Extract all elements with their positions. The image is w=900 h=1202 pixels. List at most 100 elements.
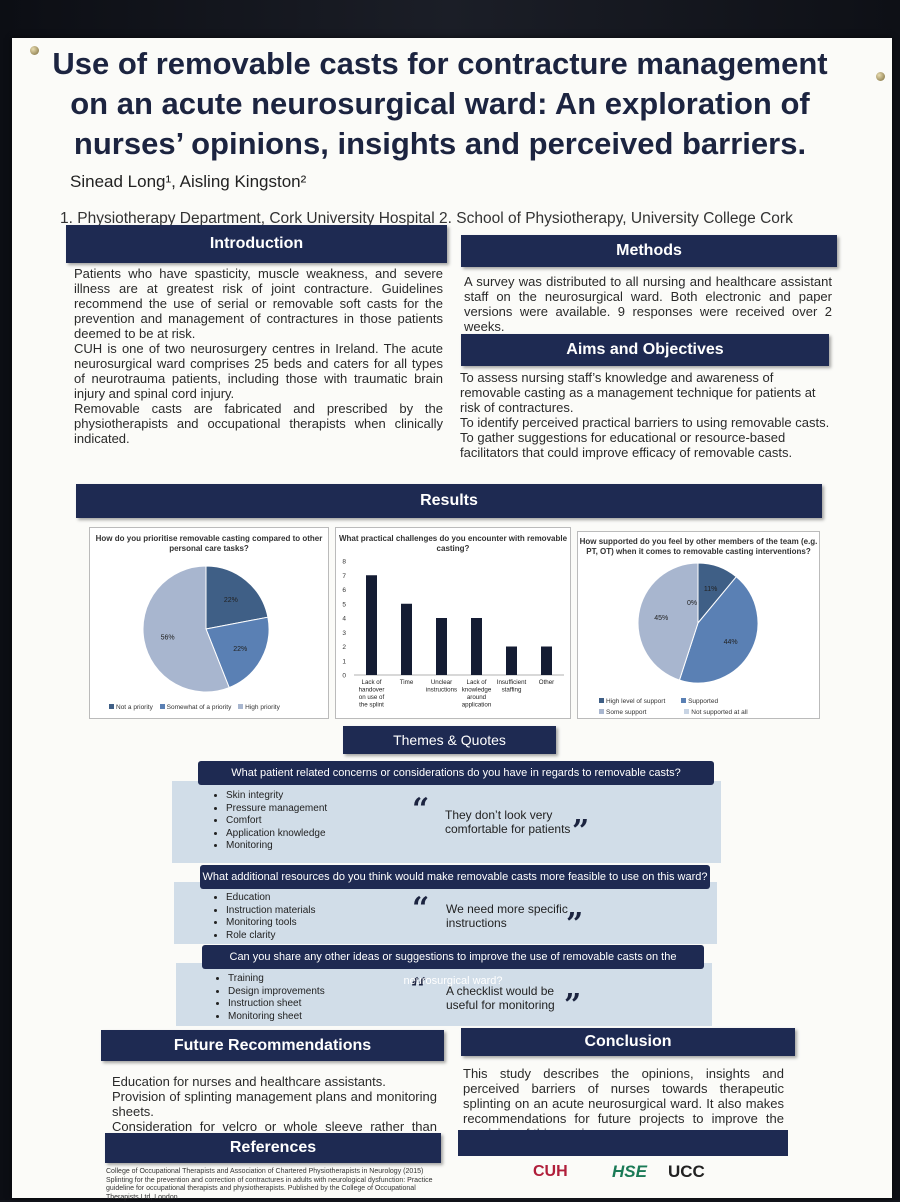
legend-label: Not a priority <box>116 704 153 711</box>
slice-label: 45% <box>654 615 668 622</box>
x-tick-label: Other <box>539 679 554 686</box>
hse-logo: HSE <box>612 1162 647 1181</box>
x-tick-label: Unclear instructions <box>426 679 457 694</box>
results-heading: Results <box>76 484 822 518</box>
pie-chart: 22% 22% 56% <box>142 565 270 693</box>
list-item: Role clarity <box>226 930 315 943</box>
legend-swatch <box>599 709 604 714</box>
legend-label: High level of support <box>606 698 666 705</box>
aims-line: To identify perceived practical barriers… <box>460 415 830 430</box>
slice-label: 11% <box>704 586 718 593</box>
list-item: Education <box>226 892 315 905</box>
list-item: Skin integrity <box>226 790 327 803</box>
bar <box>436 618 447 675</box>
cuh-logo: CUH <box>533 1163 568 1180</box>
pie-chart: 11% 44% 45% 0% <box>637 562 759 684</box>
introduction-paragraph: Removable casts are fabricated and presc… <box>74 401 443 446</box>
references-body: College of Occupational Therapists and A… <box>106 1168 433 1201</box>
footer-bar <box>458 1130 788 1156</box>
list-item: Instruction materials <box>226 905 315 918</box>
legend-label: Somewhat of a priority <box>166 704 232 711</box>
theme-quote: We need more specific instructions <box>446 902 568 930</box>
legend-label: High priority <box>245 704 280 711</box>
chart-title: How supported do you feel by other membe… <box>579 537 818 556</box>
aims-heading: Aims and Objectives <box>461 334 829 366</box>
pie-slice <box>205 616 270 689</box>
legend-swatch <box>681 698 687 703</box>
legend-label: Supported <box>688 698 719 705</box>
legend-label: Some support <box>606 709 647 716</box>
list-item: Application knowledge <box>226 828 327 841</box>
y-tick-label: 1 <box>342 658 346 665</box>
legend-swatch <box>109 704 114 709</box>
theme-quote: They don’t look very comfortable for pat… <box>445 808 571 836</box>
y-tick-label: 6 <box>342 587 346 594</box>
bar <box>541 646 552 675</box>
aims-line: To assess nursing staff’s knowledge and … <box>460 370 816 415</box>
chart-legend: High level of support Supported Some sup… <box>594 696 748 718</box>
legend-swatch <box>684 709 690 714</box>
y-tick-label: 3 <box>342 630 346 637</box>
y-tick-label: 4 <box>342 616 346 623</box>
themes-heading: Themes & Quotes <box>343 726 556 754</box>
list-item: Pressure management <box>226 803 327 816</box>
close-quote-icon: ” <box>566 907 584 942</box>
legend-swatch <box>238 704 244 709</box>
references-heading: References <box>105 1133 441 1163</box>
theme-panel: Training Design improvements Instruction… <box>176 963 712 1026</box>
ucc-logo: UCC <box>668 1162 705 1181</box>
slice-label: 22% <box>233 646 247 653</box>
list-item: Training <box>228 973 325 986</box>
slice-label: 22% <box>224 597 238 604</box>
x-tick-label: Insufficient staffing <box>497 679 527 694</box>
y-tick-label: 8 <box>342 559 346 566</box>
pie-slice <box>678 576 759 684</box>
theme-quote: A checklist would be useful for monitori… <box>446 984 555 1012</box>
legend-swatch <box>159 704 165 709</box>
list-item: Comfort <box>226 815 327 828</box>
chart-challenges: What practical challenges do you encount… <box>335 527 571 719</box>
future-heading: Future Recommendations <box>101 1030 444 1061</box>
aims-line: To gather suggestions for educational or… <box>460 430 793 460</box>
aims-body: To assess nursing staff’s knowledge and … <box>460 370 832 460</box>
poster-affiliations: 1. Physiotherapy Department, Cork Univer… <box>60 210 793 227</box>
methods-heading: Methods <box>461 235 837 267</box>
theme-panel: Education Instruction materials Monitori… <box>174 882 717 944</box>
chart-title: How do you prioritise removable casting … <box>95 534 323 553</box>
theme-question: Can you share any other ideas or suggest… <box>202 945 704 987</box>
x-tick-label: Time <box>400 679 414 686</box>
theme-panel: Skin integrity Pressure management Comfo… <box>172 781 721 863</box>
list-item: Monitoring sheet <box>228 1011 325 1024</box>
introduction-heading: Introduction <box>66 225 447 263</box>
theme-list: Training Design improvements Instruction… <box>214 973 325 1023</box>
pie-slice <box>205 565 269 630</box>
open-quote-icon: “ <box>412 891 430 926</box>
open-quote-icon: “ <box>410 975 427 1005</box>
y-tick-label: 7 <box>342 573 346 580</box>
pin-icon <box>876 72 885 81</box>
bar-chart: 0 1 2 3 4 5 6 7 8 Lack of handover on use of the spl… <box>342 559 564 709</box>
bar <box>401 603 412 675</box>
theme-list: Skin integrity Pressure management Comfo… <box>212 790 327 853</box>
conclusion-heading: Conclusion <box>461 1028 795 1056</box>
chart-support: How supported do you feel by other membe… <box>577 531 820 719</box>
chart-priority: How do you prioritise removable casting … <box>89 527 329 719</box>
list-item: Monitoring tools <box>226 917 315 930</box>
close-quote-icon: ” <box>572 814 590 849</box>
theme-question: What additional resources do you think w… <box>200 865 710 889</box>
legend-swatch <box>599 698 604 703</box>
slice-label: 0% <box>687 600 697 607</box>
bar <box>506 646 517 675</box>
future-line: Provision of splinting management plans … <box>112 1089 437 1119</box>
introduction-paragraph: CUH is one of two neurosurgery centres i… <box>74 341 443 401</box>
theme-question: What patient related concerns or conside… <box>198 761 714 785</box>
x-tick-label: Lack of knowledge around application <box>462 679 492 709</box>
chart-title: What practical challenges do you encount… <box>338 534 568 553</box>
introduction-body: Patients who have spasticity, muscle wea… <box>74 266 443 446</box>
bar <box>471 618 482 675</box>
pie-slice <box>142 565 230 693</box>
methods-body: A survey was distributed to all nursing … <box>464 274 832 334</box>
poster-authors: Sinead Long¹, Aisling Kingston² <box>70 172 307 191</box>
y-tick-label: 2 <box>342 644 346 651</box>
x-tick-label: Lack of handover on use of the splint <box>359 679 385 709</box>
